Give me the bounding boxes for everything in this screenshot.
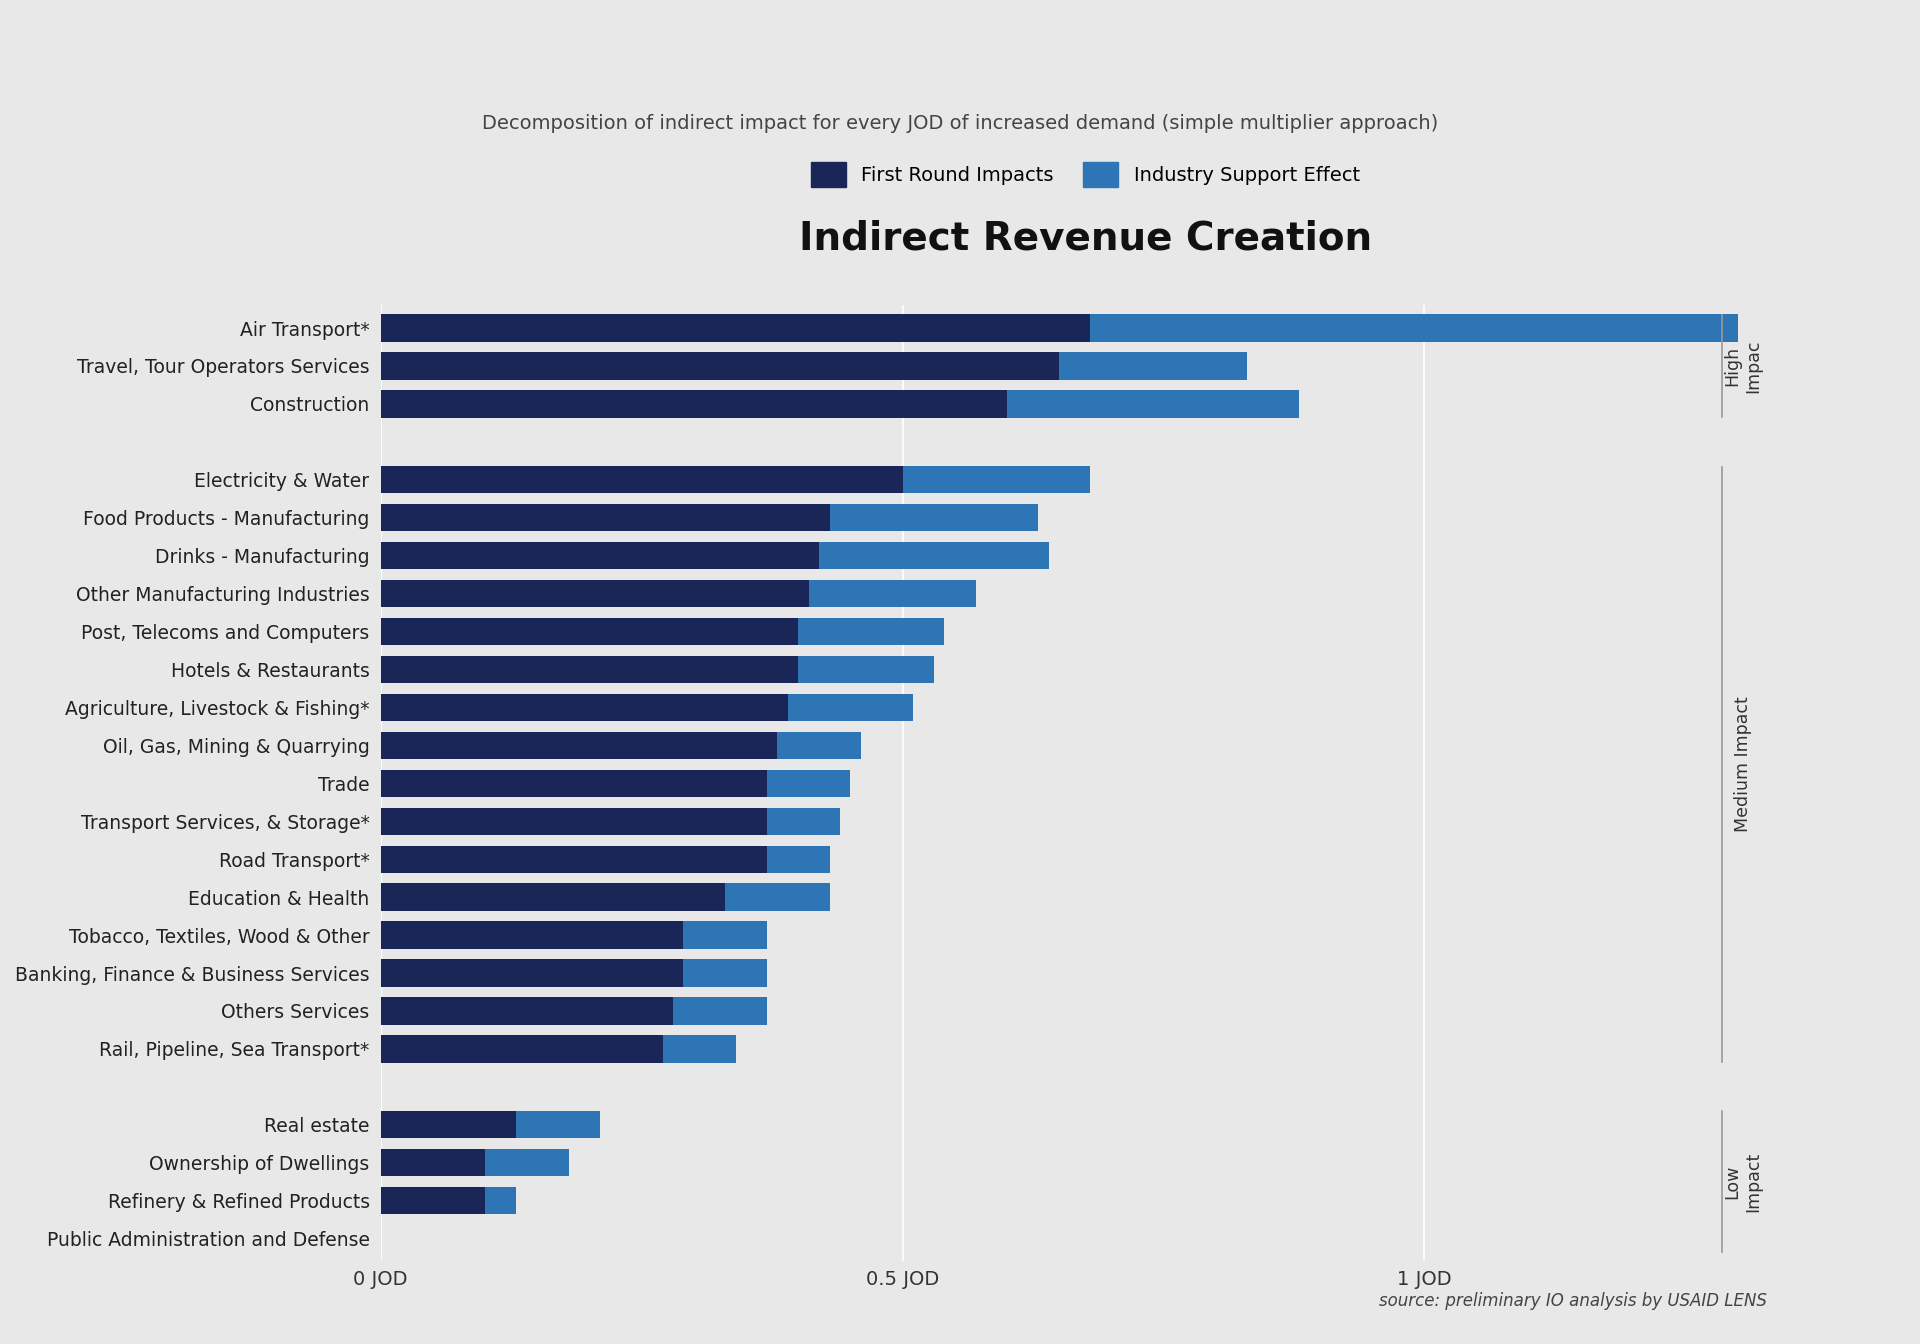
Bar — [380, 618, 799, 645]
Bar — [902, 466, 1091, 493]
Bar — [662, 1035, 735, 1063]
Bar — [380, 808, 766, 835]
Text: source: preliminary IO analysis by USAID LENS: source: preliminary IO analysis by USAID… — [1379, 1293, 1766, 1310]
Bar — [380, 731, 778, 759]
Bar — [799, 618, 945, 645]
Bar — [787, 694, 914, 722]
Bar — [766, 770, 851, 797]
Bar — [380, 466, 902, 493]
Bar — [766, 845, 829, 872]
Bar — [778, 731, 860, 759]
Bar — [380, 1149, 486, 1176]
Bar — [380, 581, 808, 607]
Bar — [380, 542, 820, 570]
Bar — [380, 1035, 662, 1063]
Legend: First Round Impacts, Industry Support Effect: First Round Impacts, Industry Support Ef… — [810, 163, 1359, 187]
Bar — [799, 656, 933, 683]
Bar — [1091, 314, 1738, 341]
Bar — [766, 808, 839, 835]
Text: Decomposition of indirect impact for every JOD of increased demand (simple multi: Decomposition of indirect impact for eve… — [482, 114, 1438, 133]
Bar — [380, 770, 766, 797]
Bar — [684, 922, 766, 949]
Text: Low
Impact: Low Impact — [1724, 1152, 1763, 1212]
Bar — [380, 1111, 516, 1138]
Bar — [808, 581, 975, 607]
Bar — [380, 922, 684, 949]
Bar — [1006, 390, 1300, 418]
Title: Indirect Revenue Creation: Indirect Revenue Creation — [799, 219, 1371, 258]
Bar — [380, 997, 674, 1024]
Bar — [726, 883, 829, 911]
Bar — [380, 694, 787, 722]
Bar — [486, 1187, 516, 1214]
Text: Medium Impact: Medium Impact — [1734, 696, 1751, 832]
Bar — [380, 352, 1060, 379]
Bar — [380, 1187, 486, 1214]
Bar — [380, 314, 1091, 341]
Bar — [684, 960, 766, 986]
Bar — [380, 390, 1006, 418]
Bar — [829, 504, 1039, 531]
Bar — [1060, 352, 1248, 379]
Bar — [380, 883, 726, 911]
Bar — [820, 542, 1048, 570]
Bar — [674, 997, 766, 1024]
Bar — [380, 504, 829, 531]
Bar — [380, 656, 799, 683]
Text: High
Impac: High Impac — [1724, 339, 1763, 392]
Bar — [516, 1111, 599, 1138]
Bar — [380, 960, 684, 986]
Bar — [380, 845, 766, 872]
Bar — [486, 1149, 568, 1176]
